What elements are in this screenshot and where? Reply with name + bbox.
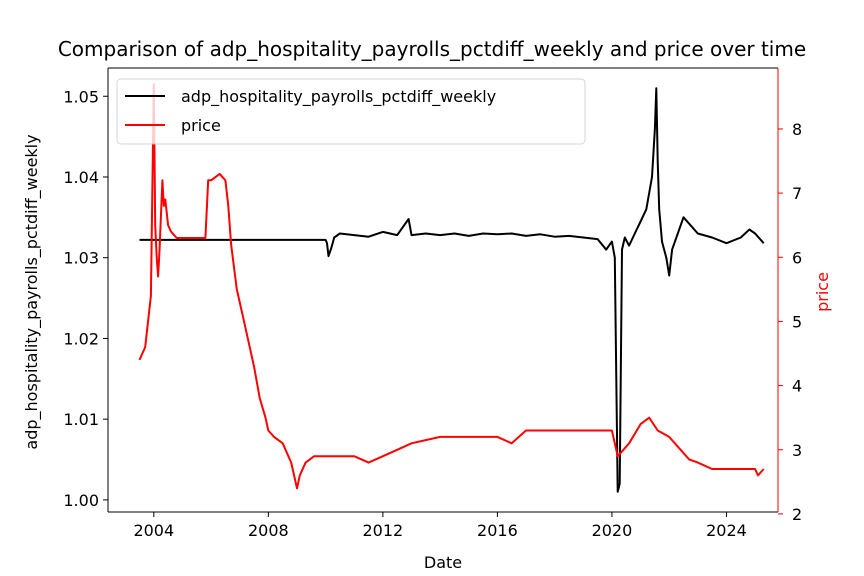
y-axis-label-right: price — [813, 272, 832, 312]
x-axis-label: Date — [424, 553, 462, 572]
y-right-tick-label: 8 — [792, 120, 802, 139]
x-tick-label: 2016 — [477, 521, 518, 540]
y-right-tick-label: 5 — [792, 312, 802, 331]
legend-label-adp: adp_hospitality_payrolls_pctdiff_weekly — [181, 87, 496, 107]
x-tick-label: 2012 — [363, 521, 404, 540]
y-right-tick-label: 4 — [792, 377, 802, 396]
x-tick-label: 2004 — [133, 521, 174, 540]
series-line-0 — [139, 87, 765, 493]
x-tick-label: 2024 — [706, 521, 747, 540]
y-right-tick-label: 6 — [792, 248, 802, 267]
legend-frame — [116, 78, 586, 145]
x-tick-label: 2020 — [592, 521, 633, 540]
series-line-1 — [138, 83, 765, 490]
legend-label-price: price — [181, 116, 221, 135]
x-tick-label: 2008 — [248, 521, 289, 540]
y-axis-label-left: adp_hospitality_payrolls_pctdiff_weekly — [22, 134, 42, 449]
y-left-tick-label: 1.03 — [63, 249, 99, 268]
y-left-tick-label: 1.01 — [63, 410, 99, 429]
legend: adp_hospitality_payrolls_pctdiff_weekly … — [116, 78, 586, 145]
y-right-tick-label: 7 — [792, 184, 802, 203]
y-right-tick-label: 2 — [792, 505, 802, 524]
y-left-tick-label: 1.04 — [63, 168, 99, 187]
y-left-tick-label: 1.02 — [63, 329, 99, 348]
y-left-tick-label: 1.00 — [63, 491, 99, 510]
y-left-tick-label: 1.05 — [63, 87, 99, 106]
y-right-tick-label: 3 — [792, 441, 802, 460]
plot-area: 2004 2008 2012 2016 2020 2024 1.00 1.01 1.02 1.03… — [63, 67, 802, 540]
chart-title: Comparison of adp_hospitality_payrolls_p… — [58, 37, 806, 61]
